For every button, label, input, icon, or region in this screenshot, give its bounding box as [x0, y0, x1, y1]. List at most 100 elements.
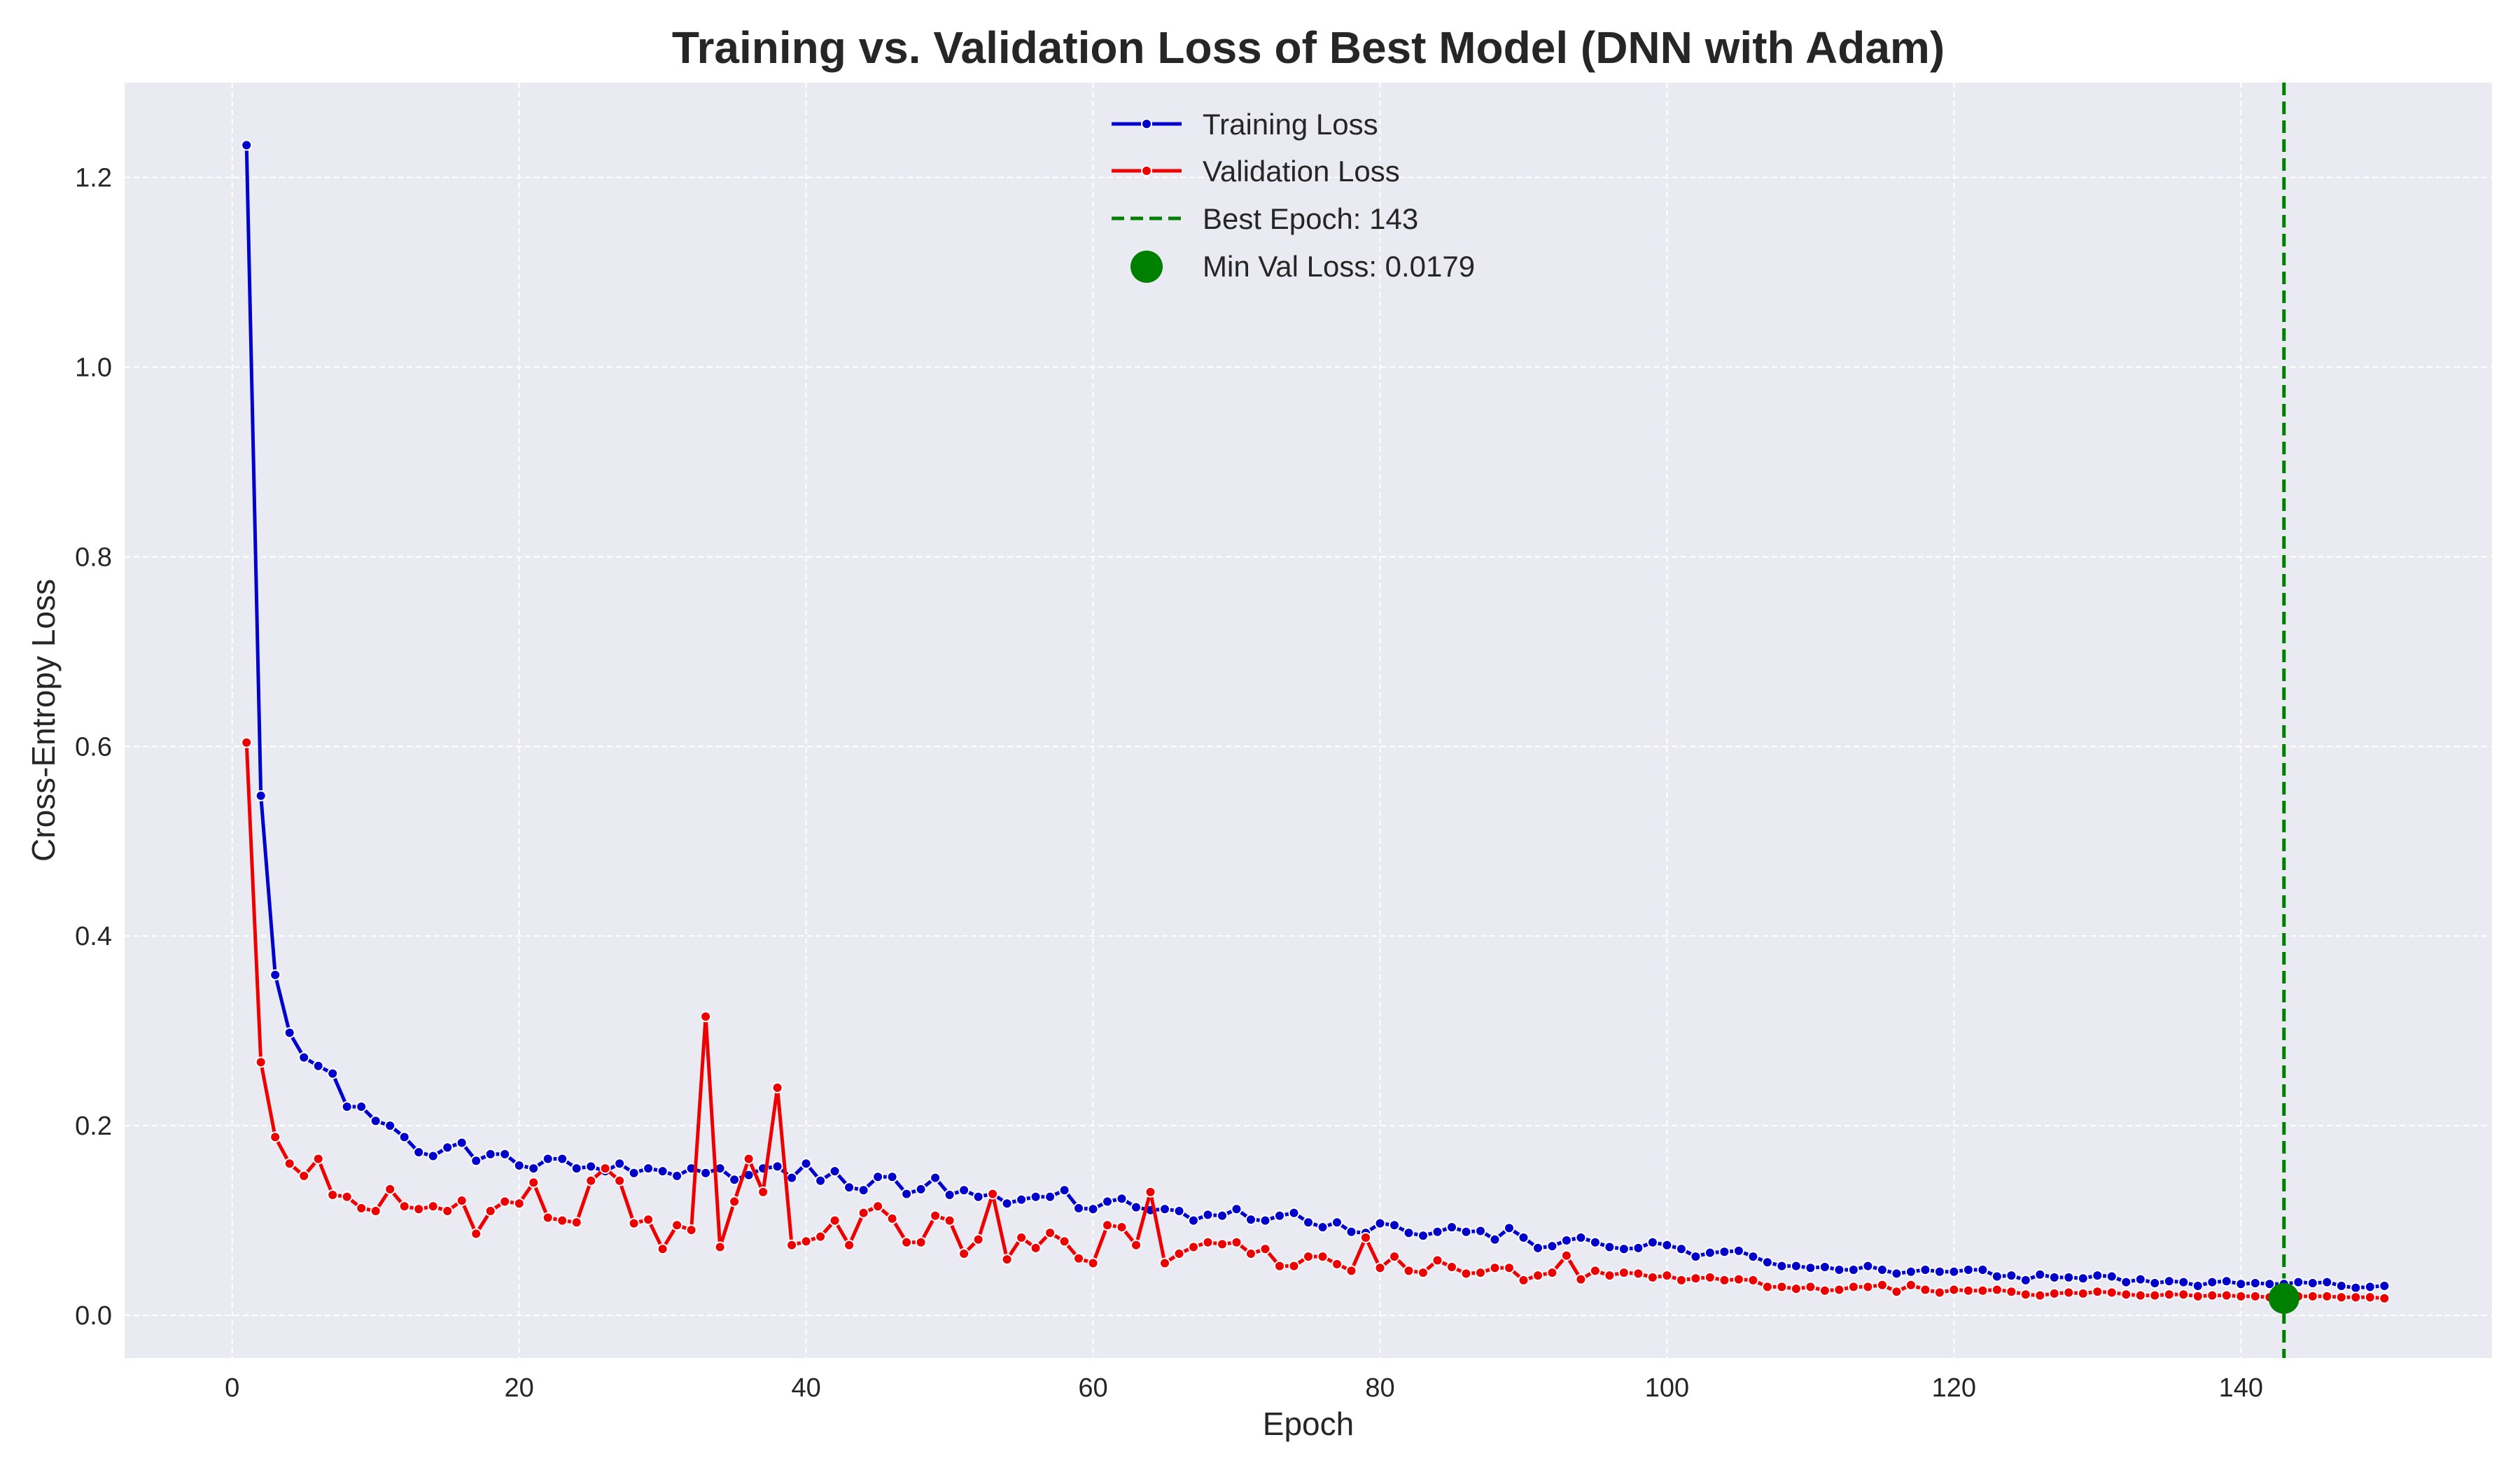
data-point — [298, 1051, 310, 1063]
data-point — [1876, 1264, 1888, 1275]
data-point — [484, 1148, 496, 1160]
data-point — [2005, 1286, 2017, 1298]
data-point — [341, 1191, 353, 1203]
data-point — [1102, 1196, 1113, 1208]
data-point — [1675, 1274, 1687, 1286]
data-point — [944, 1189, 955, 1200]
data-point — [771, 1161, 783, 1172]
data-point — [1345, 1265, 1357, 1277]
data-point — [1188, 1241, 1199, 1253]
data-point — [1173, 1205, 1185, 1217]
data-point — [614, 1158, 626, 1170]
x-axis-ticks: 0 20 40 60 80 100 120 140 — [225, 1373, 2263, 1403]
data-point — [729, 1196, 741, 1208]
data-point — [1217, 1210, 1228, 1222]
data-point — [470, 1155, 482, 1167]
data-point — [1732, 1245, 1744, 1256]
data-point — [1231, 1236, 1242, 1248]
data-point — [829, 1166, 841, 1177]
data-point — [2092, 1270, 2104, 1282]
data-point — [1001, 1198, 1013, 1210]
data-point — [1833, 1264, 1845, 1275]
data-point — [1345, 1226, 1357, 1238]
data-point — [1862, 1281, 1874, 1293]
data-point — [427, 1150, 439, 1162]
data-point — [1288, 1260, 1300, 1272]
data-point — [2120, 1289, 2132, 1301]
data-point — [1432, 1226, 1443, 1238]
data-point — [1891, 1268, 1903, 1280]
y-axis-ticks: 0.0 0.2 0.4 0.6 0.8 1.0 1.2 — [75, 163, 112, 1331]
data-point — [1489, 1262, 1501, 1274]
legend-best-epoch-label: Best Epoch: 143 — [1203, 202, 1418, 235]
data-point — [1504, 1262, 1515, 1274]
data-point — [685, 1224, 697, 1236]
data-point — [729, 1174, 741, 1186]
data-point — [1776, 1260, 1788, 1272]
data-point — [1044, 1227, 1056, 1239]
data-point — [1690, 1273, 1702, 1284]
data-point — [1618, 1267, 1630, 1279]
data-point — [1073, 1252, 1084, 1264]
data-point — [556, 1153, 568, 1165]
data-point — [2350, 1282, 2362, 1294]
data-point — [628, 1217, 640, 1229]
x-tick-label: 140 — [2219, 1373, 2263, 1403]
data-point — [312, 1153, 324, 1165]
data-point — [1575, 1232, 1587, 1243]
series-validation — [241, 736, 2390, 1304]
data-point — [384, 1120, 396, 1132]
data-point — [657, 1243, 668, 1255]
data-point — [2350, 1292, 2362, 1303]
data-point — [1432, 1254, 1443, 1266]
data-point — [2019, 1289, 2031, 1301]
data-point — [1805, 1281, 1816, 1293]
data-point — [872, 1171, 884, 1183]
data-point — [1546, 1267, 1558, 1279]
data-point — [2235, 1290, 2247, 1302]
data-point — [1130, 1239, 1142, 1251]
data-point — [1589, 1236, 1601, 1248]
data-point — [413, 1147, 425, 1158]
data-point — [1475, 1225, 1486, 1237]
data-point — [1790, 1283, 1802, 1295]
data-point — [1288, 1207, 1300, 1219]
data-point — [958, 1248, 970, 1259]
data-point — [241, 139, 253, 151]
data-point — [1245, 1214, 1256, 1226]
data-point — [1532, 1242, 1544, 1254]
data-point — [1360, 1232, 1371, 1243]
data-point — [1504, 1222, 1515, 1234]
data-point — [886, 1171, 898, 1183]
data-point — [1044, 1191, 1056, 1203]
data-point — [2220, 1289, 2232, 1301]
data-point — [1274, 1260, 1285, 1272]
data-point — [2306, 1290, 2318, 1302]
data-point — [872, 1200, 884, 1212]
data-point — [370, 1115, 382, 1127]
data-point — [2077, 1273, 2089, 1284]
y-tick-label: 0.6 — [75, 732, 112, 762]
data-point — [1173, 1248, 1185, 1259]
data-point — [1087, 1203, 1099, 1215]
legend-validation-marker — [1141, 165, 1152, 176]
data-point — [2321, 1276, 2333, 1288]
data-point — [2306, 1278, 2318, 1289]
data-point — [915, 1183, 927, 1195]
series-layer — [241, 139, 2390, 1304]
data-point — [1058, 1184, 1070, 1196]
data-point — [270, 969, 281, 981]
data-point — [1475, 1267, 1486, 1279]
data-point — [542, 1153, 554, 1165]
data-point — [513, 1198, 525, 1210]
data-point — [341, 1101, 353, 1112]
data-point — [2034, 1289, 2046, 1301]
data-point — [1618, 1243, 1630, 1255]
data-point — [1102, 1219, 1113, 1231]
legend-training-marker — [1141, 118, 1152, 130]
legend-validation-label: Validation Loss — [1203, 155, 1400, 188]
chart-title: Training vs. Validation Loss of Best Mod… — [672, 22, 1945, 73]
data-point — [1418, 1230, 1429, 1242]
y-tick-label: 1.0 — [75, 353, 112, 382]
data-point — [2063, 1287, 2075, 1298]
